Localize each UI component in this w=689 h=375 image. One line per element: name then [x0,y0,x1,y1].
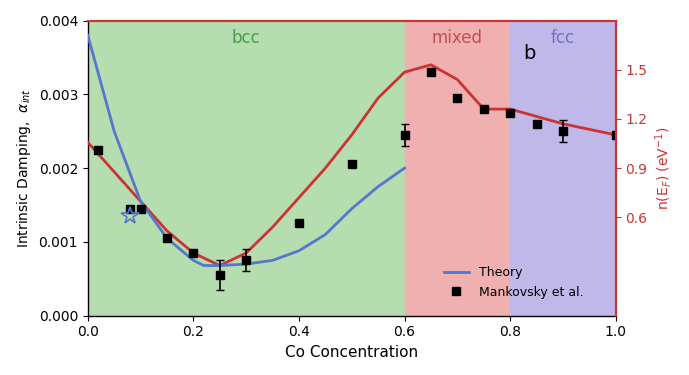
Bar [510,21,616,316]
X-axis label: Co Concentration: Co Concentration [285,345,418,360]
Bar [404,21,510,316]
Text: bcc: bcc [232,29,260,47]
Bar [88,21,404,316]
Y-axis label: Intrinsic Damping,  $\alpha_{int}$: Intrinsic Damping, $\alpha_{int}$ [15,88,33,248]
Text: fcc: fcc [551,29,575,47]
Y-axis label: n(E$_F$) (eV$^{-1}$): n(E$_F$) (eV$^{-1}$) [653,126,674,210]
Legend: Theory, Mankovsky et al.: Theory, Mankovsky et al. [439,261,588,304]
Text: mixed: mixed [432,29,483,47]
Text: b: b [524,44,536,63]
